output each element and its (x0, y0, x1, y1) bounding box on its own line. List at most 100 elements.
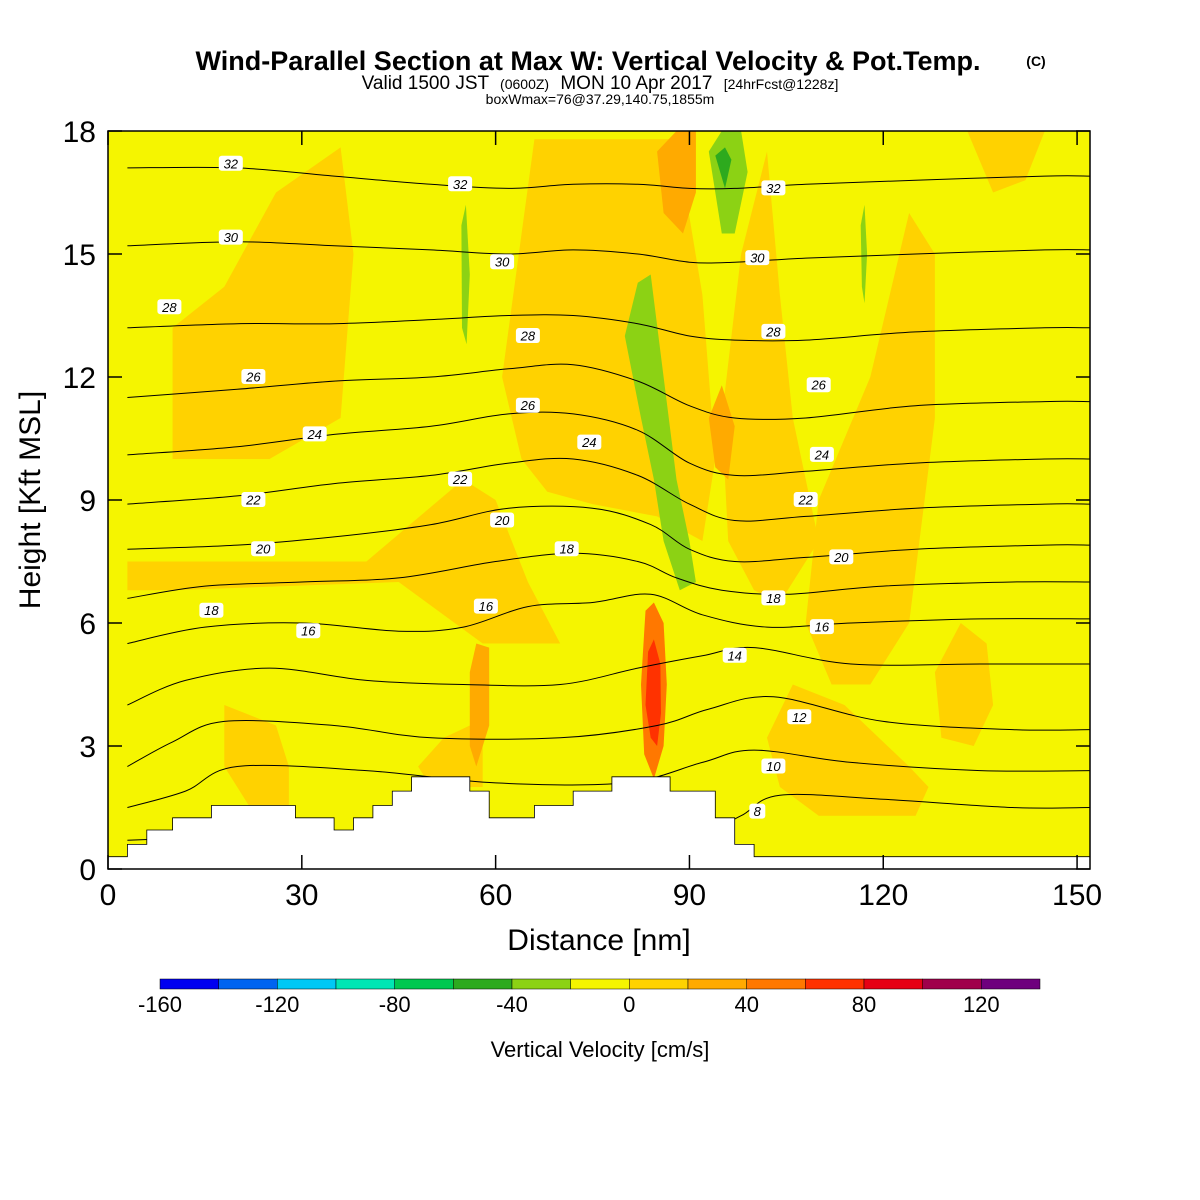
colorbar-tick-label: 0 (623, 992, 635, 1017)
subtitle-forecast: [24hrFcst@1228z] (724, 76, 839, 92)
svg-text:18: 18 (204, 603, 219, 618)
contour-label: 16 (296, 623, 321, 639)
contour-label: 16 (473, 598, 498, 614)
y-tick-label: 3 (79, 731, 96, 764)
contour-label: 8 (749, 803, 766, 819)
colorbar: -160 -120 -80 -40 0 40 80 120 (138, 978, 1041, 1017)
velocity-region-11 (657, 131, 696, 234)
chart-title: Wind-Parallel Section at Max W: Vertical… (196, 46, 981, 76)
contour-label: 32 (448, 176, 473, 192)
contour-label: 18 (554, 541, 579, 557)
velocity-region-9 (418, 725, 483, 787)
x-axis: 0 30 60 90 120 150 (100, 131, 1102, 912)
svg-text:28: 28 (520, 329, 536, 344)
theta-isoline-26 (127, 363, 1090, 420)
svg-text:18: 18 (559, 542, 574, 557)
colorbar-bin (277, 978, 337, 990)
x-tick-label: 0 (100, 879, 117, 912)
x-tick-label: 60 (479, 879, 512, 912)
contour-label: 30 (490, 254, 515, 270)
colorbar-tick-label: -80 (379, 992, 411, 1017)
contour-label: 26 (806, 377, 831, 393)
svg-text:16: 16 (301, 624, 316, 639)
contour-label: 24 (577, 434, 602, 450)
velocity-region-15 (624, 274, 696, 591)
subtitle-valid: Valid 1500 JST (362, 73, 490, 94)
svg-text:28: 28 (161, 300, 177, 315)
svg-text:10: 10 (766, 759, 781, 774)
contour-label: 28 (761, 323, 786, 339)
svg-text:16: 16 (479, 599, 494, 614)
y-tick-label: 18 (63, 116, 96, 149)
colorbar-bin (218, 978, 278, 990)
velocity-region-19 (860, 204, 868, 304)
box-wmax-note: boxWmax=76@37.29,140.75,1855m (486, 91, 715, 107)
contour-label: 20 (829, 549, 854, 565)
y-tick-label: 12 (63, 362, 96, 395)
contour-label: 26 (515, 397, 540, 413)
svg-text:32: 32 (766, 181, 781, 196)
y-tick-label: 9 (79, 485, 96, 518)
svg-text:22: 22 (797, 493, 813, 508)
svg-text:14: 14 (727, 648, 741, 663)
colorbar-title: Vertical Velocity [cm/s] (491, 1037, 710, 1062)
x-axis-title: Distance [nm] (507, 924, 690, 957)
subtitle-date: MON 10 Apr 2017 (560, 73, 712, 94)
theta-isoline-20 (127, 505, 1090, 563)
contour-label: 24 (302, 426, 327, 442)
contour-label: 20 (251, 541, 276, 557)
svg-text:28: 28 (765, 324, 781, 339)
colorbar-bin (981, 978, 1041, 990)
chart-title-mark: (C) (1026, 53, 1045, 69)
svg-text:32: 32 (224, 156, 239, 171)
velocity-shading (127, 131, 1045, 816)
contour-label: 18 (761, 590, 786, 606)
y-axis-title: Height [Kft MSL] (14, 391, 47, 609)
velocity-region-0 (172, 147, 354, 459)
x-tick-label: 30 (285, 879, 318, 912)
contour-label: 32 (218, 155, 243, 171)
contour-label: 18 (199, 602, 224, 618)
svg-text:12: 12 (792, 710, 807, 725)
svg-text:30: 30 (750, 251, 765, 266)
colorbar-bin (922, 978, 982, 990)
subtitle-zulu: (0600Z) (500, 76, 549, 92)
colorbar-bin (453, 978, 513, 990)
contour-label: 10 (761, 758, 786, 774)
svg-text:30: 30 (495, 255, 510, 270)
contour-label: 14 (722, 647, 747, 663)
contour-labels: 32 30 28 26 24 22 20 18 16 32 30 28 26 24 22 20 18 16 32 30… (157, 155, 854, 819)
colorbar-tick-label: 120 (963, 992, 1000, 1017)
svg-text:18: 18 (766, 591, 781, 606)
colorbar-bin (629, 978, 689, 990)
colorbar-tick-label: -160 (138, 992, 182, 1017)
colorbar-bin (394, 978, 454, 990)
colorbar-bin (805, 978, 865, 990)
svg-text:32: 32 (453, 177, 468, 192)
svg-text:16: 16 (815, 620, 830, 635)
theta-isoline-12 (127, 696, 1090, 767)
svg-text:20: 20 (255, 542, 271, 557)
contour-label: 22 (241, 492, 266, 508)
x-tick-label: 150 (1052, 879, 1102, 912)
svg-text:20: 20 (833, 550, 849, 565)
colorbar-bin (746, 978, 806, 990)
svg-text:30: 30 (224, 230, 239, 245)
contour-label: 32 (761, 180, 786, 196)
contour-label: 12 (787, 709, 812, 725)
colorbar-bin (570, 978, 630, 990)
x-tick-label: 120 (858, 879, 908, 912)
theta-isoline-16 (127, 593, 1090, 644)
velocity-region-4 (805, 213, 935, 685)
terrain-mask (107, 776, 1091, 870)
y-tick-label: 0 (79, 854, 96, 887)
y-axis: 0 3 6 9 12 15 18 (63, 116, 1090, 887)
colorbar-bin (511, 978, 571, 990)
theta-isoline-18 (127, 552, 1090, 599)
theta-isoline-14 (127, 646, 1090, 706)
colorbar-tick-label: -120 (255, 992, 299, 1017)
contour-label: 20 (490, 512, 515, 528)
colorbar-bin (335, 978, 395, 990)
velocity-region-18 (461, 204, 470, 345)
